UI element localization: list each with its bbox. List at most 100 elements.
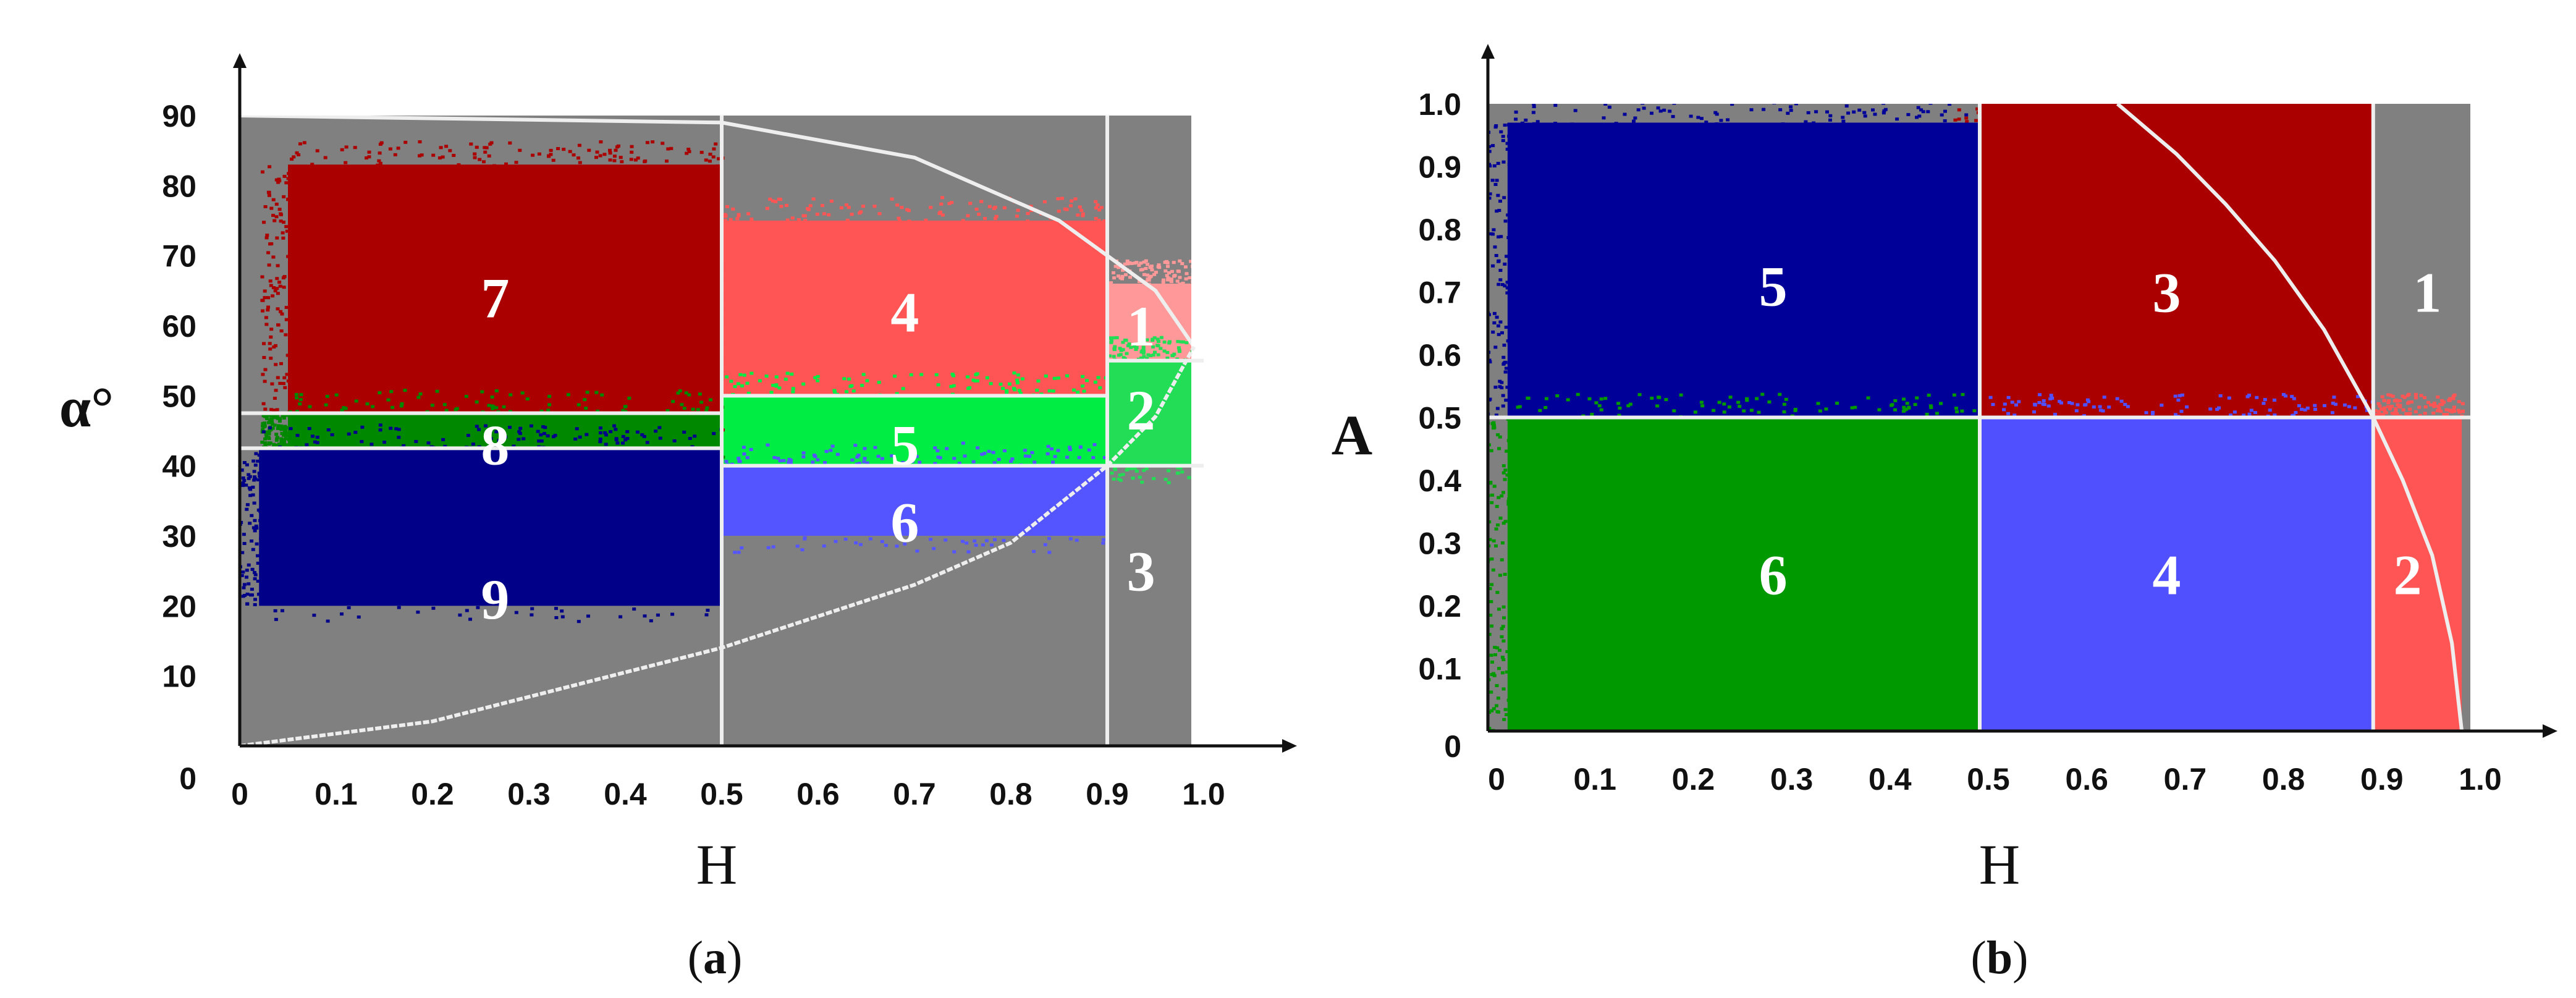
zone-4-speck	[2046, 404, 2051, 408]
zone-9-speck	[598, 438, 602, 441]
zone-6-speck	[1840, 735, 1844, 738]
zone-6-speck	[1092, 443, 1097, 446]
zone-1-speck	[1123, 273, 1128, 277]
zone-4-speck	[2040, 740, 2044, 743]
zone-7-speck	[608, 151, 612, 155]
zone-1-speck	[1154, 271, 1158, 274]
zone-4-speck	[1079, 208, 1084, 212]
zone-6-speck	[1960, 409, 1964, 413]
zone-4-speck	[872, 205, 877, 208]
y-tick-label: 0.1	[1418, 652, 1461, 687]
zone-7-speck	[279, 219, 283, 223]
zone-5-speck	[1498, 385, 1502, 389]
zone-6-speck	[1500, 635, 1504, 638]
zone-4-speck	[2151, 410, 2155, 414]
zone-6-speck	[1902, 405, 1906, 409]
zone-6-speck	[1490, 624, 1494, 628]
zone-6-speck	[952, 457, 956, 460]
zone-4-speck	[1993, 734, 1997, 737]
zone-7-speck	[264, 316, 268, 319]
zone-9-speck	[517, 430, 522, 434]
zone-9-speck	[311, 434, 315, 438]
zone-6-speck	[966, 550, 971, 554]
zone-1-speck	[1201, 269, 1205, 273]
zone-9-speck	[560, 615, 565, 619]
y-tick-label: 50	[162, 379, 196, 413]
zone-7-speck	[712, 147, 716, 151]
zone-9-speck	[512, 444, 516, 448]
zone-8-speck	[265, 417, 269, 420]
zone-9-speck	[255, 542, 259, 546]
zone-6-speck	[1657, 395, 1662, 399]
zone-9-speck	[340, 612, 344, 616]
zone-4-speck	[2106, 735, 2109, 738]
zone-1-speck	[1142, 260, 1146, 264]
zone-9-speck	[268, 426, 272, 429]
zone-9-speck	[234, 511, 237, 514]
zone-9-speck	[240, 468, 244, 472]
zone-8-speck	[487, 404, 491, 407]
zone-7-speck	[551, 158, 555, 162]
zone-5-speck	[758, 379, 762, 383]
zone-5-speck	[1959, 100, 1962, 103]
zone-7-speck	[280, 312, 284, 316]
zone-9-speck	[253, 475, 257, 479]
zone-7-speck	[276, 376, 280, 379]
zone-9-speck	[233, 543, 237, 546]
zone-1-speck	[1199, 279, 1203, 282]
zone-8-speck	[283, 425, 287, 428]
zone-2-speck	[1187, 476, 1191, 480]
zone-6-speck	[1028, 455, 1031, 458]
zone-2-speck	[2447, 738, 2451, 741]
zone-7-speck	[576, 156, 580, 160]
y-tick-label: 0.8	[1418, 213, 1461, 247]
zone-6-speck	[1663, 738, 1667, 741]
zone-4-speck	[2042, 399, 2046, 403]
zone-2-speck	[2443, 742, 2446, 745]
zone-4-speck	[2356, 395, 2360, 399]
zone-7-speck	[431, 153, 436, 157]
x-tick-label: 0.7	[2164, 762, 2207, 797]
zone-4-speck	[785, 218, 790, 222]
zone-8-speck	[267, 437, 271, 441]
zone-6-speck	[1502, 717, 1506, 721]
zone-6-speck	[909, 446, 913, 450]
zone-6-speck	[1880, 737, 1883, 740]
zone-5-speck	[877, 381, 881, 384]
zone-6-speck	[1866, 396, 1870, 400]
zone-3-speck	[1988, 90, 1991, 93]
zone-7-speck	[262, 221, 266, 224]
zone-5-speck	[1096, 376, 1100, 379]
zone-6-speck	[813, 455, 817, 459]
zone-6-speck	[933, 446, 937, 450]
zone-2-speck	[2382, 399, 2386, 402]
zone-8-speck	[261, 413, 266, 417]
zone-9-speck	[598, 426, 602, 430]
zone-5-speck	[1051, 389, 1055, 393]
zone-9-speck	[241, 570, 245, 574]
zone-9-speck	[241, 594, 245, 598]
zone-label-1: 1	[1127, 295, 1155, 358]
zone-2-speck	[2460, 410, 2465, 413]
zone-1-speck	[1169, 279, 1173, 282]
zone-3-speck	[2304, 96, 2307, 99]
zone-3-speck	[2147, 83, 2151, 86]
zone-3-speck	[2036, 87, 2040, 90]
zone-1-speck	[1191, 281, 1195, 284]
zone-5-speck	[1570, 122, 1574, 126]
zone-2-speck	[2389, 405, 2394, 408]
zone-5-speck	[1852, 110, 1856, 114]
zone-6-speck	[1738, 405, 1742, 408]
zone-7-speck	[482, 160, 486, 164]
zone-9-speck	[621, 434, 625, 438]
zone-6-speck	[1893, 399, 1898, 402]
zone-2-speck	[1138, 475, 1142, 479]
zone-5-speck	[783, 378, 788, 381]
zone-7-speck	[556, 147, 560, 150]
zone-5-speck	[1076, 391, 1080, 394]
zone-5-speck	[791, 390, 795, 394]
zone-7-speck	[367, 155, 371, 159]
zone-5-speck	[1488, 358, 1492, 362]
zone-2-speck	[1108, 354, 1112, 358]
